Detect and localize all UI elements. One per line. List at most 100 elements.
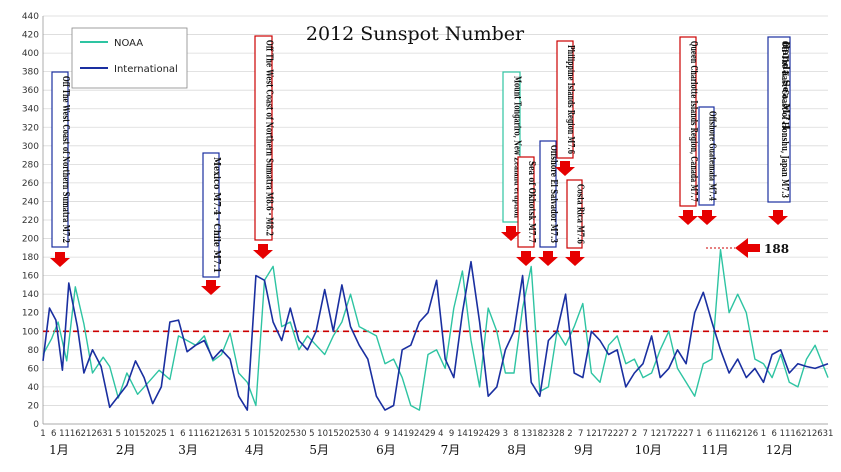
annotation-label: Banda Sea M7.1 xyxy=(780,41,790,131)
x-tick-label: 26 xyxy=(91,429,102,439)
annotation-arrow xyxy=(678,210,698,225)
annotation-box xyxy=(767,36,791,203)
month-label: 7月 xyxy=(441,443,461,457)
x-tick-label: 10 xyxy=(317,429,328,439)
x-tick-label: 23 xyxy=(543,429,554,439)
x-tick-label: 9 xyxy=(449,429,454,439)
month-label: 10月 xyxy=(635,443,662,457)
y-tick-label-440: 440 xyxy=(22,12,39,22)
x-tick-label: 16 xyxy=(790,429,801,439)
y-tick-label-380: 380 xyxy=(22,68,39,78)
x-tick-label: 9 xyxy=(384,429,389,439)
x-tick-label: 14 xyxy=(457,429,468,439)
x-tick-label: 24 xyxy=(478,429,489,439)
x-tick-label: 1 xyxy=(761,429,766,439)
x-tick-label: 2 xyxy=(567,429,572,439)
x-tick-label: 20 xyxy=(339,429,350,439)
x-tick-label: 19 xyxy=(403,429,414,439)
chart-title: 2012 Sunspot Number xyxy=(306,23,525,45)
x-tick-label: 11 xyxy=(188,429,199,439)
annotation-label: Offshore Guatemala M7.4 xyxy=(707,111,717,201)
annotation-label: Mexico M7.4・Chile M7.1 xyxy=(211,157,221,273)
legend-label-international: International xyxy=(114,64,178,75)
annotation-arrow xyxy=(768,210,788,225)
x-tick-label: 14 xyxy=(392,429,403,439)
annotation-label: Mount Tongariro, New Zealand eruption xyxy=(512,76,522,218)
x-tick-label: 1 xyxy=(40,429,45,439)
x-tick-label: 25 xyxy=(156,429,167,439)
x-tick-label: 22 xyxy=(608,429,619,439)
annotation-arrow xyxy=(516,251,536,266)
x-tick-label: 10 xyxy=(253,429,264,439)
x-tick-label: 17 xyxy=(597,429,608,439)
x-tick-label: 27 xyxy=(683,429,694,439)
annotation-arrow xyxy=(538,251,558,266)
month-label: 1月 xyxy=(49,443,69,457)
y-tick-label-40: 40 xyxy=(28,383,40,393)
x-tick-label: 11 xyxy=(715,429,726,439)
x-tick-label: 15 xyxy=(328,429,339,439)
x-tick-label: 27 xyxy=(618,429,629,439)
month-label: 4月 xyxy=(245,443,265,457)
annotation-arrow xyxy=(555,161,575,176)
month-label: 9月 xyxy=(574,443,594,457)
y-tick-label-400: 400 xyxy=(22,49,39,59)
x-tick-label: 21 xyxy=(210,429,221,439)
x-tick-label: 26 xyxy=(747,429,758,439)
legend: NOAA International xyxy=(71,27,188,89)
x-tick-label: 31 xyxy=(102,429,113,439)
y-tick-label-80: 80 xyxy=(28,346,40,356)
x-tick-label: 25 xyxy=(349,429,360,439)
series xyxy=(42,248,829,411)
x-tick-label: 4 xyxy=(438,429,443,439)
annotation-box xyxy=(502,71,521,223)
x-axis: 1 6 11 16 21 26 31 5 10 15 20 25 1 6 11 16 21 26 31 5 10 15 20… xyxy=(40,429,833,457)
x-tick-label: 5 xyxy=(245,429,250,439)
y-tick-label-240: 240 xyxy=(22,197,39,207)
x-tick-label: 28 xyxy=(554,429,565,439)
y-tick-label-20: 20 xyxy=(28,401,40,411)
x-tick-label: 7 xyxy=(578,429,583,439)
x-tick-label: 17 xyxy=(661,429,672,439)
y-tick-label-340: 340 xyxy=(22,105,39,115)
annotation-box xyxy=(202,152,220,278)
peak-arrow xyxy=(735,238,760,258)
x-tick-label: 16 xyxy=(199,429,210,439)
x-tick-label: 25 xyxy=(285,429,296,439)
y-tick-label-160: 160 xyxy=(22,272,39,282)
grid xyxy=(42,15,828,425)
annotation-arrow xyxy=(50,252,70,267)
x-tick-label: 7 xyxy=(642,429,647,439)
y-tick-label-100: 100 xyxy=(22,327,39,337)
annotation-arrow xyxy=(565,251,585,266)
month-label: 3月 xyxy=(178,443,198,457)
x-tick-label: 6 xyxy=(772,429,777,439)
x-tick-label: 4 xyxy=(374,429,379,439)
y-axis: 0 20 40 60 80 100 120 140 160 180 200 220 240 260 280 3… xyxy=(22,12,39,430)
x-tick-label: 8 xyxy=(513,429,518,439)
x-tick-label: 20 xyxy=(274,429,285,439)
y-tick-label-200: 200 xyxy=(22,235,39,245)
x-tick-label: 15 xyxy=(263,429,274,439)
month-label: 2月 xyxy=(116,443,136,457)
x-tick-label: 21 xyxy=(81,429,92,439)
annotation-label: Off The East Coast of Honshu, Japan M7.3 xyxy=(779,41,789,198)
x-tick-label: 12 xyxy=(586,429,597,439)
annotation-label: Philippine Islands Region M7.6 xyxy=(565,45,575,154)
x-tick-label: 20 xyxy=(145,429,156,439)
annotation-arrow xyxy=(253,244,273,259)
annotation-box xyxy=(539,140,557,248)
x-tick-label: 3 xyxy=(503,429,508,439)
month-label: 12月 xyxy=(766,443,793,457)
annotation-label: Off The West Coast of Northern Sumatra M… xyxy=(60,76,70,243)
x-tick-label: 22 xyxy=(672,429,683,439)
x-tick-label: 16 xyxy=(726,429,737,439)
x-tick-label: 24 xyxy=(414,429,425,439)
annotation-label: Off The West Coast of Northern Sumatra M… xyxy=(264,40,274,236)
annotation-box xyxy=(566,179,583,249)
x-tick-label: 1 xyxy=(696,429,701,439)
y-tick-label-420: 420 xyxy=(22,31,39,41)
x-tick-label: 21 xyxy=(737,429,748,439)
x-tick-label: 11 xyxy=(780,429,791,439)
annotation-box xyxy=(556,40,574,159)
